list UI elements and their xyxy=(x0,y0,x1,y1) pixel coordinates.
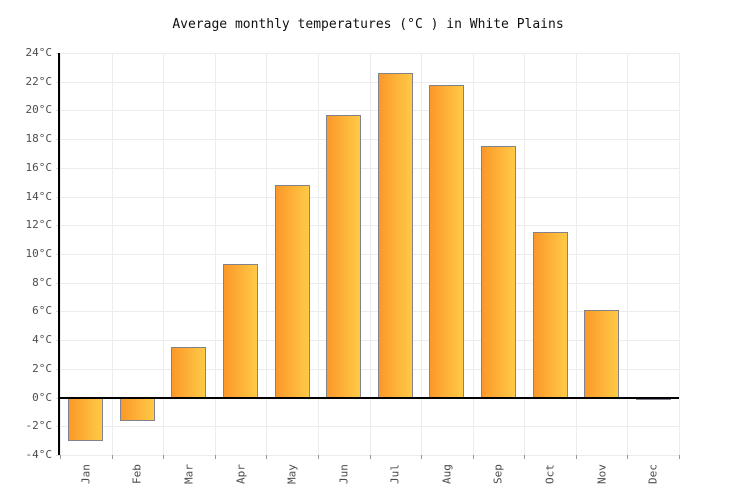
x-tick xyxy=(524,455,526,459)
x-tick-label: Jun xyxy=(337,464,351,484)
x-tick-label: Sep xyxy=(491,464,505,484)
x-tick xyxy=(421,455,423,459)
zero-axis-line xyxy=(60,396,679,399)
x-tick xyxy=(317,455,319,459)
y-tick-label: 22°C xyxy=(25,74,53,88)
y-tick-label: 16°C xyxy=(25,160,53,174)
bar-feb xyxy=(119,397,155,421)
y-tick-label: 8°C xyxy=(32,275,52,289)
y-tick-label: 0°C xyxy=(32,390,52,404)
v-gridline xyxy=(317,53,319,455)
x-tick-label: May xyxy=(285,464,299,484)
x-tick-label: Apr xyxy=(234,464,248,484)
y-tick-label: 20°C xyxy=(25,103,53,117)
x-tick-label: Nov xyxy=(595,464,609,484)
v-gridline xyxy=(163,53,165,455)
v-gridline xyxy=(111,53,113,455)
x-tick xyxy=(472,455,474,459)
bar-jul xyxy=(377,73,413,398)
x-tick-label: Mar xyxy=(182,464,196,484)
y-tick xyxy=(56,455,60,456)
bar-may xyxy=(274,185,310,398)
y-tick-label: 18°C xyxy=(25,132,53,146)
bar-nov xyxy=(584,309,620,398)
y-tick-label: 4°C xyxy=(32,333,52,347)
y-tick-label: 6°C xyxy=(32,304,52,318)
v-gridline xyxy=(266,53,268,455)
y-tick-label: 2°C xyxy=(32,361,52,375)
y-tick-label: 14°C xyxy=(25,189,53,203)
x-tick xyxy=(214,455,216,459)
x-tick xyxy=(163,455,165,459)
x-tick-label: Jan xyxy=(79,464,93,484)
v-gridline xyxy=(627,53,629,455)
bar-jun xyxy=(326,114,362,398)
x-tick-label: Dec xyxy=(646,464,660,484)
v-gridline xyxy=(214,53,216,455)
y-tick-label: -4°C xyxy=(25,448,53,461)
v-gridline xyxy=(369,53,371,455)
y-tick-label: 10°C xyxy=(25,247,53,260)
bar-oct xyxy=(532,232,568,398)
x-tick-label: Feb xyxy=(130,464,144,484)
v-gridline xyxy=(524,53,526,455)
y-tick-label: 12°C xyxy=(25,218,53,232)
bar-mar xyxy=(171,347,207,398)
bar-apr xyxy=(223,264,259,398)
y-axis-line xyxy=(58,53,60,455)
x-tick xyxy=(627,455,629,459)
x-tick xyxy=(60,455,61,459)
v-gridline xyxy=(679,53,680,455)
v-gridline xyxy=(472,53,474,455)
bar-aug xyxy=(429,84,465,398)
x-tick-label: Oct xyxy=(543,464,557,484)
x-tick xyxy=(111,455,113,459)
x-tick-label: Jul xyxy=(388,464,402,484)
y-tick-label: 24°C xyxy=(25,46,53,59)
x-tick xyxy=(679,455,680,459)
bar-sep xyxy=(480,146,516,398)
x-tick xyxy=(575,455,577,459)
y-tick-label: -2°C xyxy=(25,419,53,433)
x-tick-label: Aug xyxy=(440,464,454,484)
v-gridline xyxy=(421,53,423,455)
x-tick xyxy=(369,455,371,459)
chart-title: Average monthly temperatures (°C ) in Wh… xyxy=(172,17,564,32)
v-gridline xyxy=(575,53,577,455)
bar-jan xyxy=(68,397,104,441)
v-gridline xyxy=(60,53,61,455)
x-tick xyxy=(266,455,268,459)
